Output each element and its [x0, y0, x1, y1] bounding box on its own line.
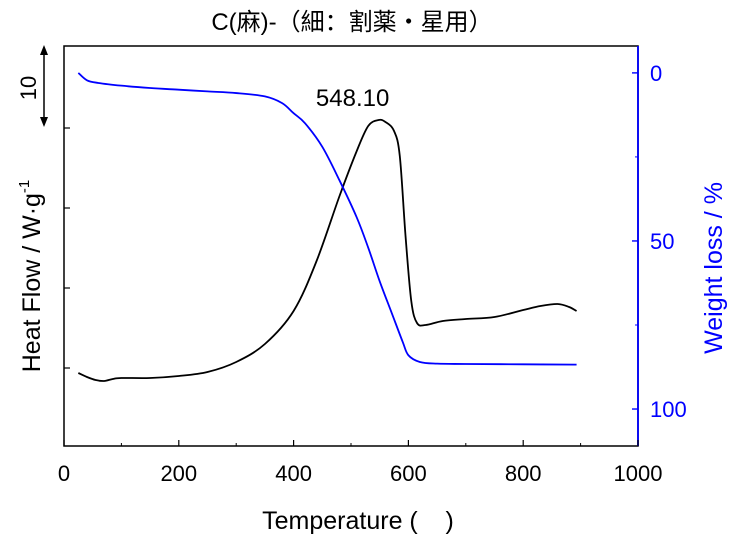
- y-axis-right-ticks: 0 50 100: [632, 61, 687, 422]
- x-tick-label: 400: [275, 461, 312, 486]
- x-axis-title: Temperature ( ): [262, 507, 454, 535]
- peak-annotation: 548.10: [316, 85, 389, 112]
- x-tick-label: 800: [505, 461, 542, 486]
- heat-flow-line: [77, 118, 578, 382]
- chart-title: C(麻)-（細：割薬・星用）: [211, 9, 492, 36]
- y-right-tick-label: 0: [650, 61, 662, 86]
- y-axis-left-title-sup: -1: [16, 180, 33, 193]
- y-right-tick-label: 100: [650, 397, 687, 422]
- x-tick-label: 600: [390, 461, 427, 486]
- x-tick-label: 200: [160, 461, 197, 486]
- x-axis-ticks: 0 200 400 600 800 1000: [58, 440, 663, 486]
- y-axis-left-title: Heat Flow / W·g-1: [16, 180, 46, 373]
- scale-bar-label: 10: [16, 76, 41, 100]
- left-axis-ticks: [64, 127, 70, 369]
- x-tick-label: 1000: [614, 461, 663, 486]
- weight-loss-line: [77, 72, 577, 366]
- y-axis-left-title-text: Heat Flow / W·g: [18, 193, 46, 372]
- y-axis-right-title: Weight loss / %: [700, 182, 728, 354]
- y-right-tick-label: 50: [650, 229, 674, 254]
- series-layer: [77, 72, 578, 382]
- scale-bar: 10: [16, 45, 48, 127]
- x-tick-label: 0: [58, 461, 70, 486]
